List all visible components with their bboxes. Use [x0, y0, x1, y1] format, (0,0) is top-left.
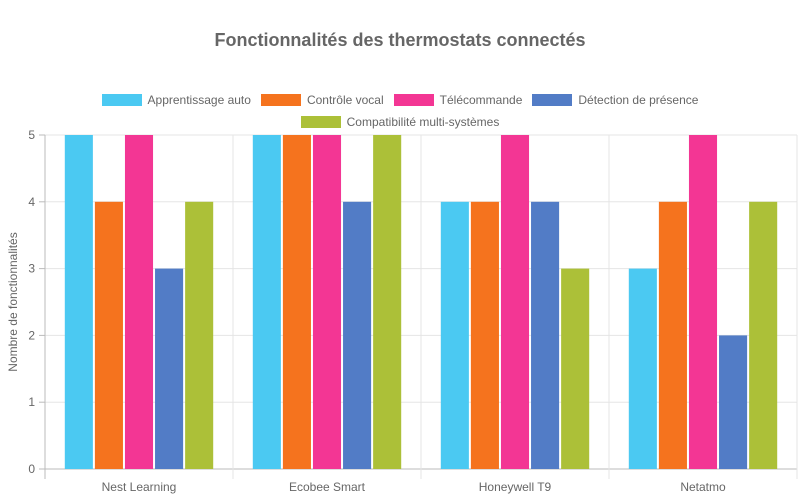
- legend-row-1: Apprentissage auto Contrôle vocal Téléco…: [0, 89, 800, 111]
- y-tick-label: 4: [28, 195, 35, 209]
- legend-item-detection[interactable]: Détection de présence: [532, 93, 698, 107]
- legend-label: Apprentissage auto: [147, 93, 251, 107]
- legend-item-apprentissage[interactable]: Apprentissage auto: [101, 93, 251, 107]
- bar[interactable]: [719, 335, 748, 469]
- bar[interactable]: [373, 135, 402, 469]
- legend-swatch: [532, 94, 573, 106]
- y-tick-label: 1: [28, 395, 35, 409]
- bar[interactable]: [658, 201, 687, 470]
- bar[interactable]: [185, 201, 214, 470]
- legend-item-telecommande[interactable]: Télécommande: [393, 93, 523, 107]
- legend-swatch: [393, 94, 434, 106]
- chart-title: Fonctionnalités des thermostats connecté…: [214, 30, 586, 50]
- bar-group: [252, 135, 402, 470]
- bar[interactable]: [749, 201, 778, 470]
- x-tick-label: Ecobee Smart: [289, 480, 366, 494]
- bar[interactable]: [252, 135, 281, 469]
- y-tick-label: 0: [28, 462, 35, 476]
- bar[interactable]: [561, 268, 590, 469]
- y-tick-label: 2: [28, 328, 35, 342]
- legend-label: Compatibilité multi-systèmes: [346, 115, 500, 129]
- legend-label: Détection de présence: [578, 93, 699, 107]
- legend-swatch: [101, 94, 142, 106]
- legend-row-2: Compatibilité multi-systèmes: [0, 111, 800, 133]
- bar-group: [440, 135, 590, 470]
- bar[interactable]: [124, 135, 154, 469]
- y-tick-label: 5: [28, 128, 35, 142]
- bar[interactable]: [155, 268, 184, 469]
- bar[interactable]: [312, 135, 342, 469]
- bar[interactable]: [500, 135, 530, 469]
- bar[interactable]: [282, 135, 311, 469]
- bar-group: [628, 135, 778, 470]
- bar[interactable]: [64, 135, 93, 469]
- x-tick-label: Netatmo: [680, 480, 726, 494]
- legend-label: Télécommande: [439, 93, 523, 107]
- legend-item-compatibilite[interactable]: Compatibilité multi-systèmes: [300, 115, 500, 129]
- x-tick-label: Nest Learning: [102, 480, 177, 494]
- bar-group: [64, 135, 214, 470]
- legend-swatch: [260, 94, 301, 106]
- bar[interactable]: [628, 268, 657, 469]
- bar[interactable]: [531, 201, 560, 470]
- bar[interactable]: [440, 201, 469, 470]
- bar[interactable]: [343, 201, 372, 470]
- legend-label: Contrôle vocal: [306, 93, 384, 107]
- legend-item-controle-vocal[interactable]: Contrôle vocal: [260, 93, 384, 107]
- legend: Apprentissage auto Contrôle vocal Téléco…: [0, 89, 800, 133]
- y-tick-label: 3: [28, 262, 35, 276]
- legend-swatch: [300, 116, 341, 128]
- bar[interactable]: [94, 201, 123, 470]
- x-tick-label: Honeywell T9: [479, 480, 552, 494]
- bar[interactable]: [688, 135, 718, 469]
- bar[interactable]: [470, 201, 499, 470]
